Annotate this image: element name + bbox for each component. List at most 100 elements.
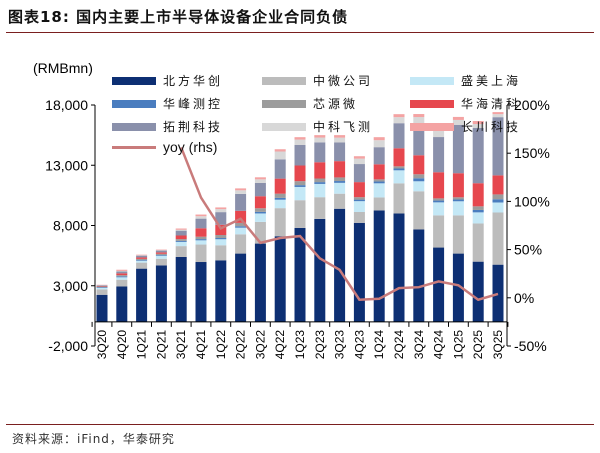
bar-segment — [175, 228, 187, 230]
legend-label: 中科飞测 — [313, 120, 374, 134]
bar-segment — [472, 206, 484, 210]
bar-segment — [413, 191, 425, 230]
bar-segment — [215, 235, 227, 239]
right-y-tick-label: -50% — [514, 338, 547, 354]
x-tick-label: 2Q22 — [234, 330, 248, 360]
bar-segment — [116, 277, 128, 280]
left-y-tick-label: 18,000 — [45, 97, 88, 113]
bar-segment — [155, 250, 167, 253]
bar-segment — [136, 268, 148, 322]
bar-segment — [334, 137, 346, 143]
bar-segment — [195, 228, 207, 237]
legend-label: 中微公司 — [313, 74, 374, 88]
legend-label: 华峰测控 — [163, 97, 224, 111]
bar-segment — [353, 164, 365, 183]
bar-segment — [393, 168, 405, 171]
right-y-tick-label: 150% — [514, 145, 550, 161]
bar-segment — [393, 114, 405, 118]
bar-segment — [472, 124, 484, 129]
bar-segment — [413, 155, 425, 175]
bar-segment — [136, 262, 148, 269]
legend-item: 中科飞测 — [262, 118, 373, 135]
left-y-tick-label: 13,000 — [45, 157, 88, 173]
bar-segment — [294, 165, 306, 182]
bar-segment — [492, 112, 504, 115]
bar-segment — [254, 196, 266, 209]
bar-segment — [294, 186, 306, 201]
bar-segment — [235, 227, 247, 235]
bar-segment — [116, 270, 128, 272]
bar-segment — [274, 236, 286, 322]
bar-segment — [492, 202, 504, 213]
bar-segment — [96, 286, 108, 288]
bar-segment — [155, 253, 167, 256]
bar-segment — [393, 123, 405, 149]
bar-segment — [492, 114, 504, 118]
bar-segment — [155, 258, 167, 266]
bar-segment — [195, 214, 207, 217]
bar-segment — [452, 215, 464, 254]
bar-segment — [254, 211, 266, 214]
bar-segment — [393, 213, 405, 322]
bar-segment — [334, 142, 346, 162]
bar-segment — [254, 243, 266, 322]
right-y-tick-label: 100% — [514, 193, 550, 209]
bar-segment — [413, 117, 425, 126]
bar-segment — [393, 166, 405, 169]
bar-segment — [413, 125, 425, 156]
x-tick-label: 3Q20 — [95, 330, 109, 360]
legend-item: 中微公司 — [262, 72, 373, 89]
bar-segment — [136, 255, 148, 258]
bar-segment — [433, 172, 445, 199]
bar-segment — [334, 208, 346, 322]
legend-swatch — [262, 76, 306, 85]
bar-segment — [116, 279, 128, 287]
source-note: 资料来源：iFind，华泰研究 — [12, 432, 175, 446]
x-tick-label: 4Q20 — [115, 330, 129, 360]
bar-segment — [452, 119, 464, 126]
bar-segment — [314, 162, 326, 179]
left-y-tick-label: 3,000 — [53, 278, 88, 294]
bar-segment — [334, 177, 346, 182]
bar-segment — [433, 137, 445, 173]
x-tick-label: 3Q22 — [253, 330, 267, 360]
x-tick-label: 4Q24 — [432, 330, 446, 360]
legend-label: 北方华创 — [163, 74, 224, 88]
bar-segment — [235, 210, 247, 223]
bar-segment — [334, 161, 346, 178]
legend-swatch — [112, 76, 156, 85]
bar-segment — [294, 181, 306, 186]
bar-segment — [373, 137, 385, 141]
bar-segment — [235, 226, 247, 228]
bar-segment — [175, 256, 187, 322]
bar-segment — [413, 178, 425, 182]
legend-swatch — [262, 99, 306, 108]
bar-segment — [373, 210, 385, 322]
legend-item: 盛美上海 — [410, 72, 521, 89]
legend-swatch — [410, 76, 454, 85]
bar-segment — [136, 254, 148, 256]
bar-segment — [353, 212, 365, 223]
bar-segment — [195, 244, 207, 263]
bar-segment — [235, 188, 247, 191]
bar-segment — [155, 255, 167, 259]
bar-segment — [136, 260, 148, 261]
legend-item: 华海清科 — [410, 95, 521, 112]
bar-segment — [433, 247, 445, 322]
bar-segment — [195, 240, 207, 245]
bar-segment — [353, 222, 365, 322]
left-y-tick-label: -2,000 — [48, 338, 88, 354]
x-tick-label: 3Q23 — [333, 330, 347, 360]
legend-label: 长川科技 — [461, 120, 522, 134]
bar-segment — [353, 182, 365, 198]
bar-segment — [235, 193, 247, 211]
right-y-tick-label: 0% — [514, 290, 534, 306]
legend-item-yoy: yoy (rhs) — [112, 139, 217, 155]
bar-segment — [294, 200, 306, 228]
bar-segment — [373, 183, 385, 198]
bar-segment — [433, 200, 445, 203]
bar-segment — [215, 207, 227, 210]
bar-segment — [136, 257, 148, 259]
bar-segment — [294, 185, 306, 187]
